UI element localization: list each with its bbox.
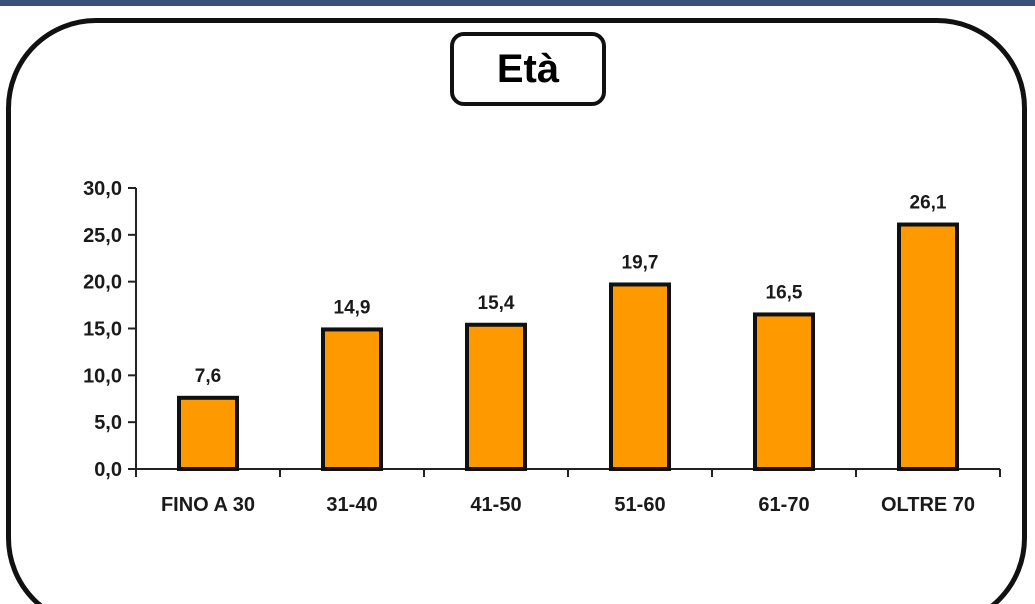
bar xyxy=(465,322,527,471)
data-label: 7,6 xyxy=(195,366,221,387)
x-category-label: 41-50 xyxy=(470,494,521,516)
y-tick-label: 10,0 xyxy=(83,365,122,387)
x-category-label: 51-60 xyxy=(614,494,665,516)
chart-title: Età xyxy=(496,47,560,91)
x-category-label: 31-40 xyxy=(326,494,377,516)
top-rule xyxy=(0,0,1035,6)
chart-frame xyxy=(6,18,1027,604)
bar xyxy=(897,222,959,471)
bar xyxy=(609,282,671,471)
chart-title-box: Età xyxy=(450,32,606,106)
data-label: 14,9 xyxy=(334,297,371,318)
y-tick-label: 5,0 xyxy=(94,412,122,434)
y-tick-label: 0,0 xyxy=(94,459,122,481)
y-tick-label: 30,0 xyxy=(83,178,122,200)
y-tick-label: 20,0 xyxy=(83,272,122,294)
data-label: 26,1 xyxy=(910,193,947,214)
bar xyxy=(177,395,239,471)
data-label: 19,7 xyxy=(622,252,659,273)
x-category-label: FINO A 30 xyxy=(161,494,255,516)
x-category-label: OLTRE 70 xyxy=(881,494,975,516)
y-tick-label: 25,0 xyxy=(83,225,122,247)
data-label: 16,5 xyxy=(766,282,803,303)
y-tick-label: 15,0 xyxy=(83,319,122,341)
data-label: 15,4 xyxy=(478,293,515,314)
bar xyxy=(753,312,815,472)
x-category-label: 61-70 xyxy=(758,494,809,516)
bar xyxy=(321,327,383,472)
